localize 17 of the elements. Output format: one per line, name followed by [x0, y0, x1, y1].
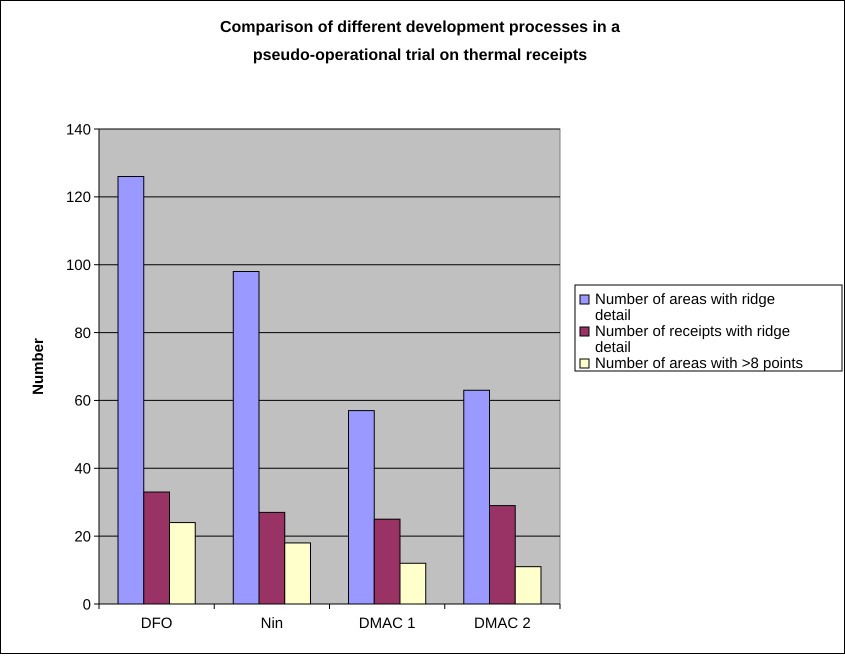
x-tick-label: DMAC 2 [474, 615, 531, 632]
y-tick-label: 40 [74, 460, 91, 478]
legend-label: Number of areas with ridge detail [595, 291, 776, 324]
y-tick-label: 120 [66, 189, 91, 206]
legend-label: Number of areas with >8 points [595, 355, 804, 372]
x-tick-label: DFO [140, 615, 172, 632]
x-tick-label: DMAC 1 [358, 615, 416, 632]
y-tick-label: 60 [74, 392, 91, 410]
y-tick-label: 100 [66, 256, 91, 274]
y-tick-label: 20 [74, 528, 91, 546]
x-tick-label: Nin [260, 615, 284, 632]
y-tick-label: 0 [82, 596, 91, 614]
y-axis-title: Number [30, 338, 47, 395]
y-tick-label: 80 [74, 324, 91, 342]
chart-title: Comparison of different development processes in a pseudo-operational trial on thermal receipts [220, 19, 620, 64]
legend-label: Number of receipts with ridge detail [595, 323, 790, 356]
y-tick-label: 140 [66, 121, 91, 138]
